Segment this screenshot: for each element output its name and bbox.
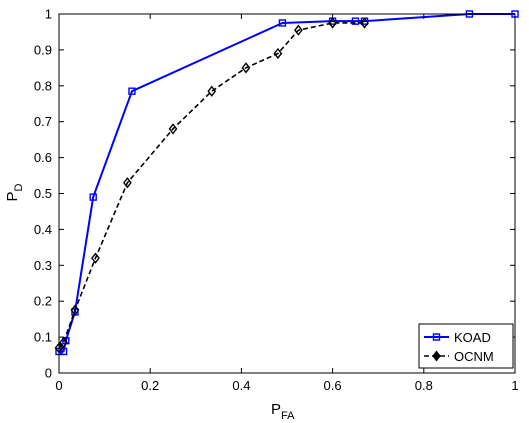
plot-background: [59, 14, 515, 373]
data-point: [360, 17, 369, 29]
data-point: [123, 177, 132, 189]
data-point: [70, 304, 80, 316]
x-axis-label: PFA: [271, 401, 295, 422]
series-ocnm: [54, 17, 369, 354]
data-point: [294, 24, 303, 36]
y-axis-label: PD: [4, 183, 25, 201]
x-tick-label: 1: [511, 378, 518, 393]
legend-marker: [432, 333, 441, 341]
y-tick-label: 0: [45, 366, 52, 381]
y-tick-label: 0.7: [34, 114, 52, 129]
y-tick-label: 0.6: [34, 150, 52, 165]
y-tick-label: 0.1: [34, 330, 52, 345]
data-point: [273, 47, 283, 60]
y-tick-label: 0.8: [34, 78, 52, 93]
x-tick-label: 0.2: [141, 378, 159, 393]
y-tick-label: 0.3: [34, 258, 52, 273]
data-point: [59, 336, 68, 349]
x-tick-label: 0.6: [324, 378, 342, 393]
data-point: [91, 252, 100, 264]
x-tick-label: 0.8: [415, 378, 433, 393]
series-line: [58, 22, 365, 349]
legend-entry-ocnm: OCNM: [424, 349, 494, 364]
legend-label: KOAD: [454, 330, 491, 345]
data-point: [207, 85, 217, 97]
data-point: [278, 19, 287, 27]
data-point: [328, 17, 337, 29]
x-tick-label: 0: [55, 378, 62, 393]
legend-entry-koad: KOAD: [424, 330, 491, 345]
series-line: [59, 13, 515, 353]
y-tick-label: 0.4: [34, 222, 52, 237]
x-tick-label: 0.4: [232, 378, 250, 393]
data-point: [241, 62, 251, 74]
y-tick-label: 0.2: [34, 294, 52, 309]
data-point: [128, 87, 136, 95]
plot-area: [59, 14, 515, 373]
y-tick-label: 0.9: [34, 42, 52, 57]
legend: KOAD OCNM: [418, 323, 514, 369]
legend-box: [418, 323, 514, 369]
data-point: [89, 193, 97, 201]
y-tick-label: 1: [45, 7, 52, 22]
data-point: [168, 123, 178, 135]
data-point: [351, 17, 360, 25]
axes-layer: 0 0.2 0.4 0.6 0.8 1 0 0.1 0.2 0.3 0.4 0.5 0.6 0.7 0.8 0…: [4, 7, 519, 423]
legend-marker: [432, 350, 441, 362]
legend-label: OCNM: [454, 349, 494, 364]
y-tick-label: 0.5: [34, 186, 52, 201]
